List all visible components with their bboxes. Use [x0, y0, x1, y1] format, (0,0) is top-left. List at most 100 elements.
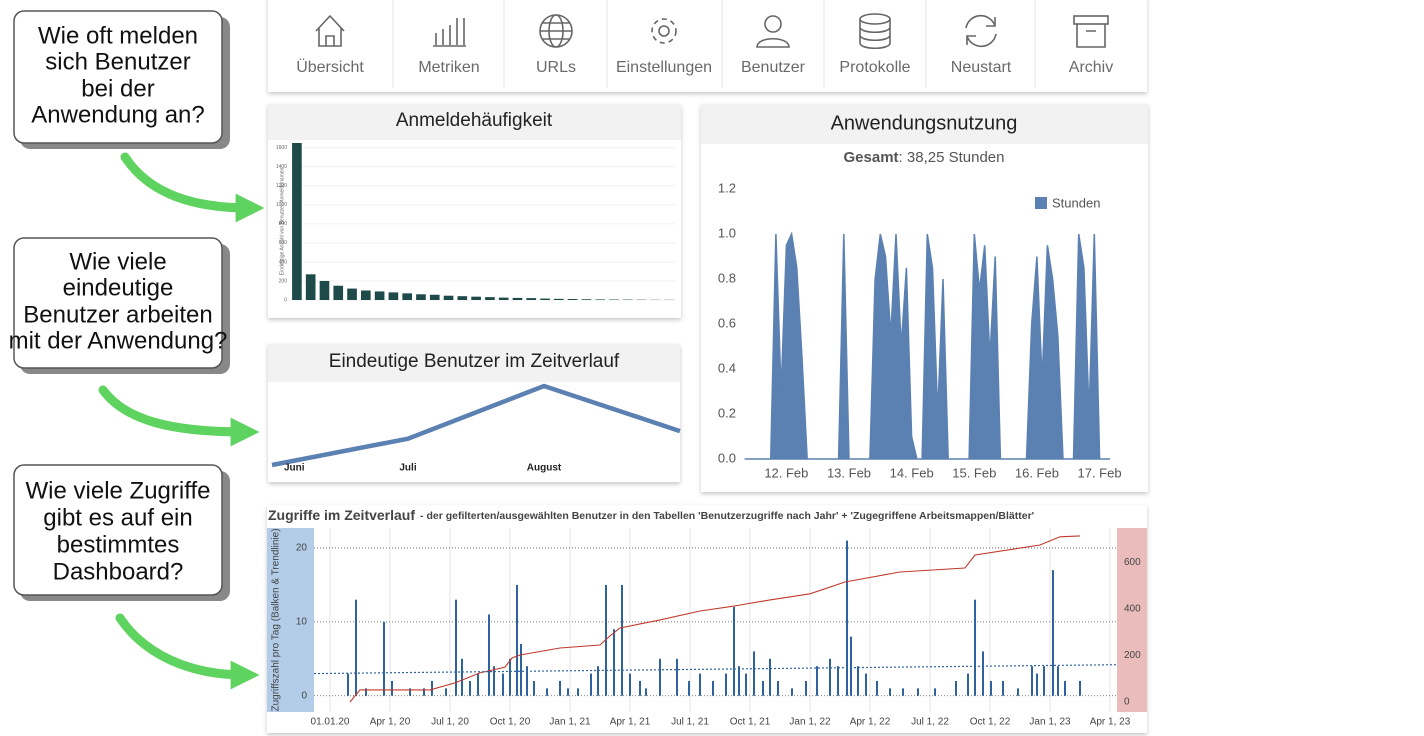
bar: [347, 673, 349, 696]
callout-line: bei der: [81, 75, 154, 102]
bar: [374, 291, 385, 300]
y-tick-label: 600: [279, 240, 288, 246]
y-tick-label: 1.0: [718, 225, 736, 240]
nav-dividers: [392, 0, 1036, 88]
x-tick-label: 17. Feb: [1078, 465, 1122, 480]
nav-item[interactable]: Neustart: [951, 59, 1012, 76]
x-tick-label: Apr 1, 22: [850, 717, 891, 728]
bar: [1064, 680, 1066, 696]
bar: [581, 299, 592, 300]
y-tick-label: 0.2: [718, 405, 736, 420]
bar: [733, 607, 735, 696]
bar: [762, 680, 764, 696]
bar: [1002, 680, 1004, 696]
x-tick-label: 13. Feb: [827, 465, 871, 480]
callout-line: Anwendung an?: [31, 101, 204, 128]
y-axis-band: [267, 528, 314, 712]
line: [349, 535, 1081, 703]
bar: [292, 143, 302, 300]
bar: [699, 673, 701, 696]
bar: [429, 294, 440, 300]
bar: [1079, 680, 1081, 696]
bar: [498, 297, 509, 300]
nav-item[interactable]: Einstellungen: [616, 59, 712, 76]
bar: [816, 666, 818, 696]
chart-subtitle: Gesamt: 38,25 Stunden: [844, 149, 1005, 166]
nav-item[interactable]: Protokolle: [839, 59, 910, 76]
x-tick-label: 12. Feb: [764, 465, 808, 480]
x-tick-label: Apr 1, 23: [1090, 717, 1131, 728]
x-tick-label: Jul 1, 20: [431, 717, 469, 728]
y-tick-label: 1600: [276, 145, 287, 151]
bar: [974, 599, 976, 696]
callout-line: mit der Anwendung?: [9, 327, 228, 354]
y-tick-label: 1.2: [718, 180, 736, 195]
nav-item[interactable]: Übersicht: [296, 58, 364, 76]
callout-line: sich Benutzer: [45, 48, 190, 75]
bar: [526, 666, 528, 696]
x-tick-label: Juni: [284, 463, 305, 474]
bar: [777, 680, 779, 696]
bar: [889, 688, 891, 696]
legend-label: Stunden: [1052, 195, 1100, 210]
bar: [355, 599, 357, 696]
bar: [745, 673, 747, 696]
bar: [829, 658, 831, 696]
bar: [597, 666, 599, 696]
nav-item[interactable]: Metriken: [418, 59, 479, 76]
y2-tick-label: 200: [1124, 650, 1141, 661]
bar: [546, 688, 548, 696]
bar: [533, 680, 535, 696]
x-tick-label: Jul 1, 21: [671, 717, 709, 728]
callout-line: bestimmtes: [57, 531, 180, 558]
x-tick-label: Apr 1, 20: [370, 717, 411, 728]
bar: [455, 599, 457, 696]
bar: [469, 680, 471, 696]
bar: [445, 688, 447, 696]
subtitle-text: : 38,25 Stunden: [899, 149, 1005, 166]
x-tick-label: Jan 1, 22: [789, 717, 831, 728]
bar: [837, 666, 839, 696]
nav-bar: [268, 0, 1147, 92]
subtitle-label: Gesamt: [844, 149, 899, 166]
bar: [388, 292, 399, 300]
x-tick-label: 15. Feb: [952, 465, 996, 480]
bar: [676, 658, 678, 696]
bar: [1052, 570, 1054, 696]
nav-item[interactable]: Benutzer: [741, 59, 806, 76]
bar: [540, 298, 550, 300]
bar: [559, 680, 561, 696]
x-tick-label: 14. Feb: [890, 465, 934, 480]
y-tick-label: 0: [301, 690, 307, 701]
title: Zugriffe im Zeitverlauf: [268, 507, 415, 523]
bar: [520, 644, 522, 696]
bar: [876, 680, 878, 696]
bar: [488, 614, 490, 696]
bar: [402, 293, 413, 300]
panel-header: [268, 104, 681, 140]
x-tick-label: 01.01.20: [311, 717, 350, 728]
bar: [902, 688, 904, 696]
bar: [347, 288, 357, 300]
bar: [1017, 688, 1019, 696]
bar: [712, 680, 714, 696]
y-tick-label: 0.6: [718, 315, 736, 330]
x-tick-label: Jul 1, 22: [911, 717, 949, 728]
bar: [360, 290, 371, 300]
bar: [333, 285, 344, 300]
bar: [443, 295, 454, 300]
callout-line: Wie oft melden: [38, 22, 198, 49]
bar: [791, 688, 793, 696]
bar: [805, 680, 807, 696]
bar: [391, 680, 393, 696]
x-tick-label: 16. Feb: [1015, 465, 1059, 480]
bar: [613, 629, 615, 696]
bar: [567, 299, 578, 300]
x-tick-label: Apr 1, 21: [610, 717, 651, 728]
bar: [639, 680, 641, 696]
y-axis-label: Zugriffszahl pro Tag (Balken & Trendlini…: [271, 528, 282, 711]
bar: [967, 673, 969, 696]
x-tick-label: Jan 1, 23: [1029, 717, 1071, 728]
nav-item[interactable]: URLs: [536, 59, 576, 76]
nav-item[interactable]: Archiv: [1069, 59, 1113, 76]
